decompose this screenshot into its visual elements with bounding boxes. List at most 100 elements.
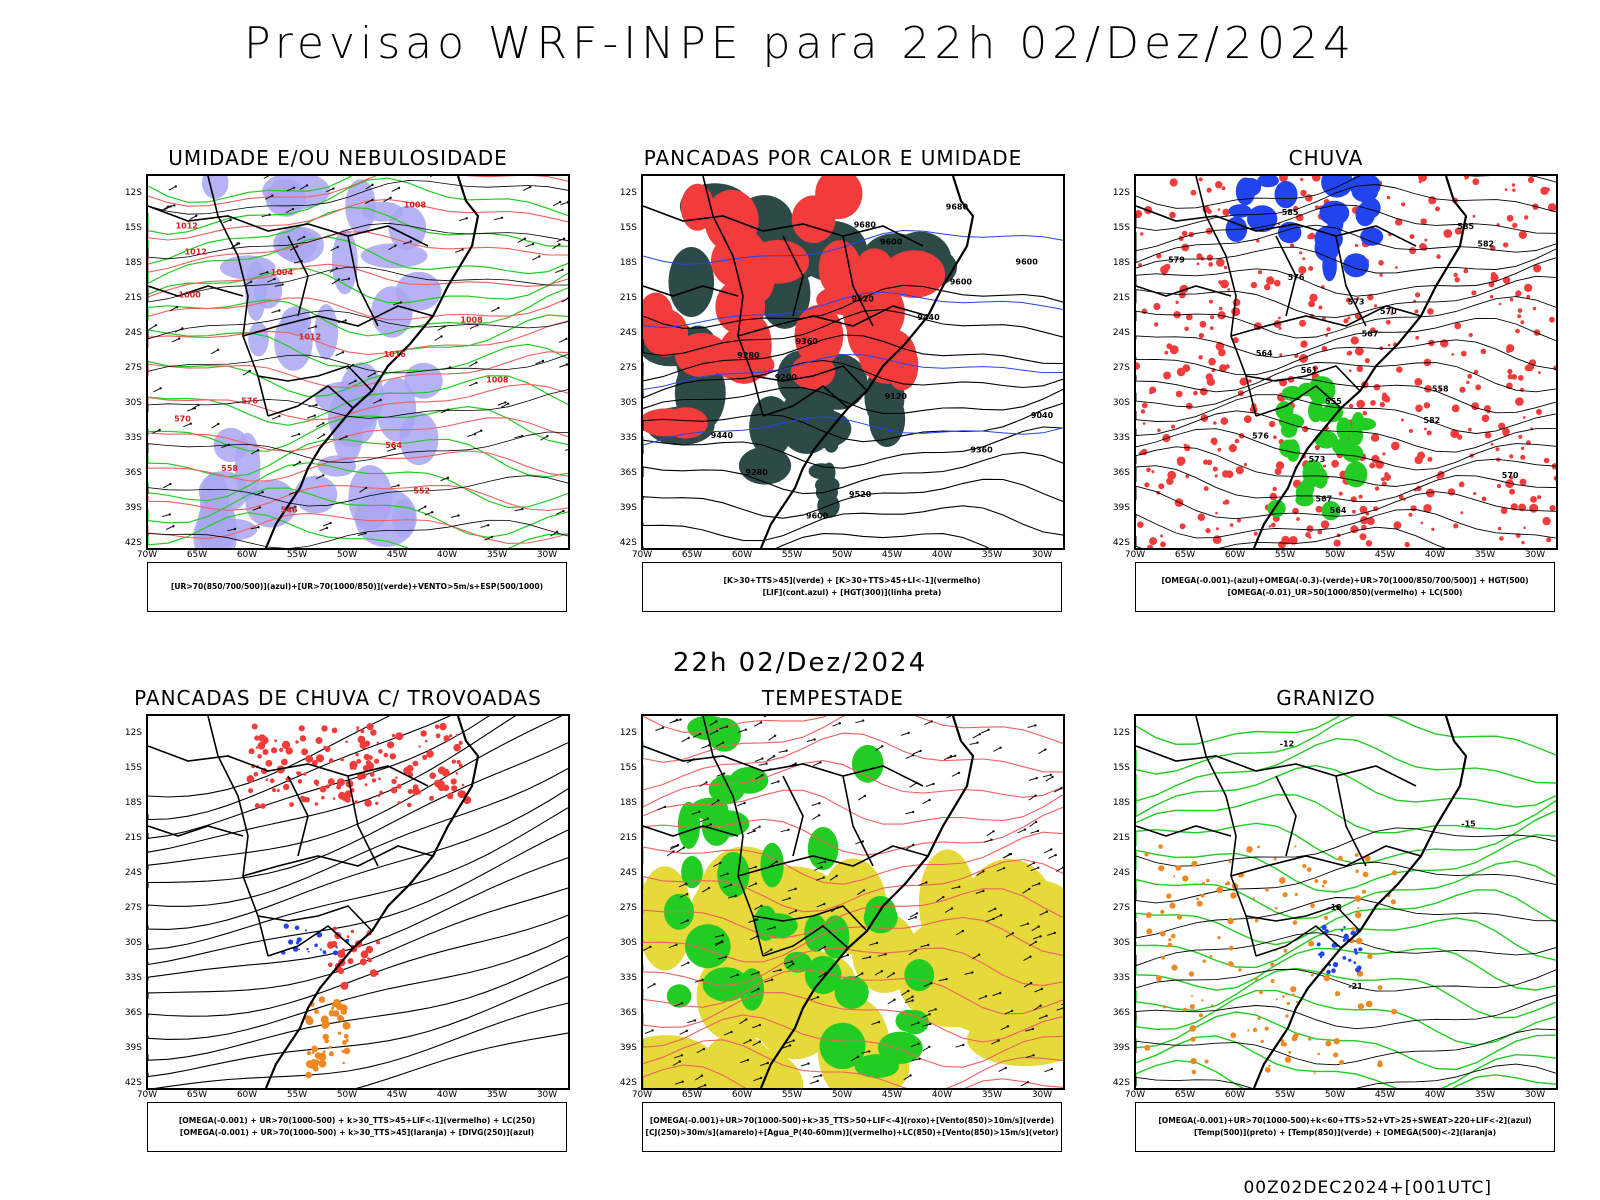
contour-label: 9360 bbox=[796, 337, 819, 346]
lon-tick-label: 45W bbox=[1374, 550, 1396, 560]
wind-vector bbox=[514, 435, 523, 439]
cell-dot bbox=[1536, 408, 1542, 415]
cell-dot bbox=[1521, 446, 1525, 450]
cell-dot bbox=[303, 772, 307, 776]
cell-dot bbox=[340, 981, 349, 990]
wind-vector-head bbox=[335, 267, 338, 270]
cell-dot bbox=[356, 729, 359, 732]
cell-dot bbox=[1362, 871, 1369, 878]
wind-vector bbox=[964, 972, 973, 975]
wind-vector-head bbox=[1045, 910, 1048, 913]
lat-tick-label: 30S bbox=[1112, 398, 1130, 408]
contour-line bbox=[148, 462, 568, 509]
wind-vector bbox=[908, 950, 916, 956]
wind-vector-head bbox=[761, 757, 764, 760]
wind-vector bbox=[242, 370, 251, 376]
wind-vector-head bbox=[779, 968, 782, 972]
shaded-area bbox=[1280, 422, 1298, 438]
wind-vector bbox=[752, 1024, 760, 1029]
wind-vector bbox=[1033, 1005, 1041, 1011]
cell-dot bbox=[1198, 1013, 1203, 1018]
cell-dot bbox=[1275, 461, 1285, 470]
cell-dot bbox=[1471, 290, 1477, 296]
contour-line bbox=[1136, 716, 1556, 775]
cell-dot bbox=[327, 778, 335, 786]
cell-dot bbox=[1189, 1004, 1195, 1010]
cell-dot bbox=[439, 766, 445, 773]
wind-vector-head bbox=[788, 897, 791, 900]
wind-vector bbox=[676, 847, 684, 853]
wind-vector-head bbox=[292, 186, 296, 189]
cell-dot bbox=[1538, 371, 1541, 374]
contour-line bbox=[148, 475, 568, 507]
cell-dot bbox=[260, 803, 266, 809]
wind-vector-head bbox=[681, 1080, 684, 1083]
contour-line bbox=[148, 484, 568, 511]
panel-title: TEMPESTADE bbox=[762, 686, 904, 710]
cell-dot bbox=[1374, 486, 1380, 491]
lat-tick-label: 30S bbox=[619, 938, 637, 948]
country-border bbox=[762, 924, 849, 957]
wind-vector bbox=[951, 886, 960, 890]
cell-dot bbox=[1454, 227, 1462, 235]
contour-line bbox=[643, 309, 1063, 357]
wind-vector bbox=[986, 830, 994, 837]
wind-vector-head bbox=[195, 214, 198, 217]
wind-vector-head bbox=[984, 995, 988, 998]
cell-dot bbox=[1302, 425, 1309, 433]
cell-dot bbox=[367, 957, 370, 960]
cell-dot bbox=[1317, 529, 1323, 535]
wind-vector-head bbox=[700, 1074, 704, 1077]
cell-dot bbox=[269, 778, 275, 784]
wind-vector bbox=[818, 972, 826, 978]
cell-dot bbox=[1359, 533, 1367, 541]
wind-vector bbox=[468, 382, 477, 387]
cell-dot bbox=[1272, 486, 1277, 492]
wind-vector-head bbox=[500, 216, 504, 219]
cell-dot bbox=[1196, 900, 1203, 907]
wind-vector-head bbox=[675, 844, 679, 848]
lon-tick-label: 70W bbox=[136, 550, 158, 560]
cell-dot bbox=[1519, 387, 1525, 392]
wind-vector bbox=[330, 246, 339, 252]
cell-dot bbox=[364, 799, 372, 807]
cell-dot bbox=[1190, 1036, 1196, 1042]
contour-line bbox=[148, 287, 568, 337]
cell-dot bbox=[1545, 187, 1550, 192]
cell-dot bbox=[1370, 433, 1380, 442]
wind-vector bbox=[367, 372, 375, 378]
cell-dot bbox=[1260, 1039, 1264, 1044]
shaded-area bbox=[1274, 180, 1298, 209]
cell-dot bbox=[1515, 397, 1524, 406]
wind-vector bbox=[753, 722, 762, 727]
wind-vector-head bbox=[868, 1050, 871, 1053]
contour-line bbox=[1136, 410, 1556, 453]
cell-dot bbox=[424, 739, 428, 743]
cell-dot bbox=[1353, 931, 1357, 934]
wind-vector bbox=[694, 979, 703, 983]
wind-vector-head bbox=[565, 363, 568, 366]
cell-dot bbox=[1256, 239, 1260, 243]
wind-vector-head bbox=[789, 1044, 792, 1047]
contour-line bbox=[1136, 889, 1556, 946]
cell-dot bbox=[1162, 1005, 1167, 1009]
wind-vector-head bbox=[297, 433, 301, 436]
wind-vector-head bbox=[685, 1029, 688, 1032]
wind-vector bbox=[1005, 932, 1014, 938]
wind-vector bbox=[153, 387, 161, 393]
shaded-area bbox=[643, 308, 688, 357]
wind-vector-head bbox=[397, 186, 401, 190]
lon-tick-label: 60W bbox=[1224, 1090, 1246, 1100]
cell-dot bbox=[1286, 1001, 1291, 1006]
contour-line bbox=[148, 512, 568, 548]
wind-vector bbox=[972, 733, 981, 739]
cell-dot bbox=[383, 752, 389, 758]
wind-vector bbox=[1061, 1003, 1063, 1006]
wind-vector-head bbox=[822, 876, 825, 879]
cell-dot bbox=[1473, 492, 1477, 496]
wind-vector bbox=[855, 720, 864, 724]
contour-line bbox=[1136, 465, 1556, 502]
cell-dot bbox=[314, 1009, 319, 1014]
wind-vector bbox=[1020, 1081, 1029, 1087]
wind-vector bbox=[560, 201, 568, 206]
